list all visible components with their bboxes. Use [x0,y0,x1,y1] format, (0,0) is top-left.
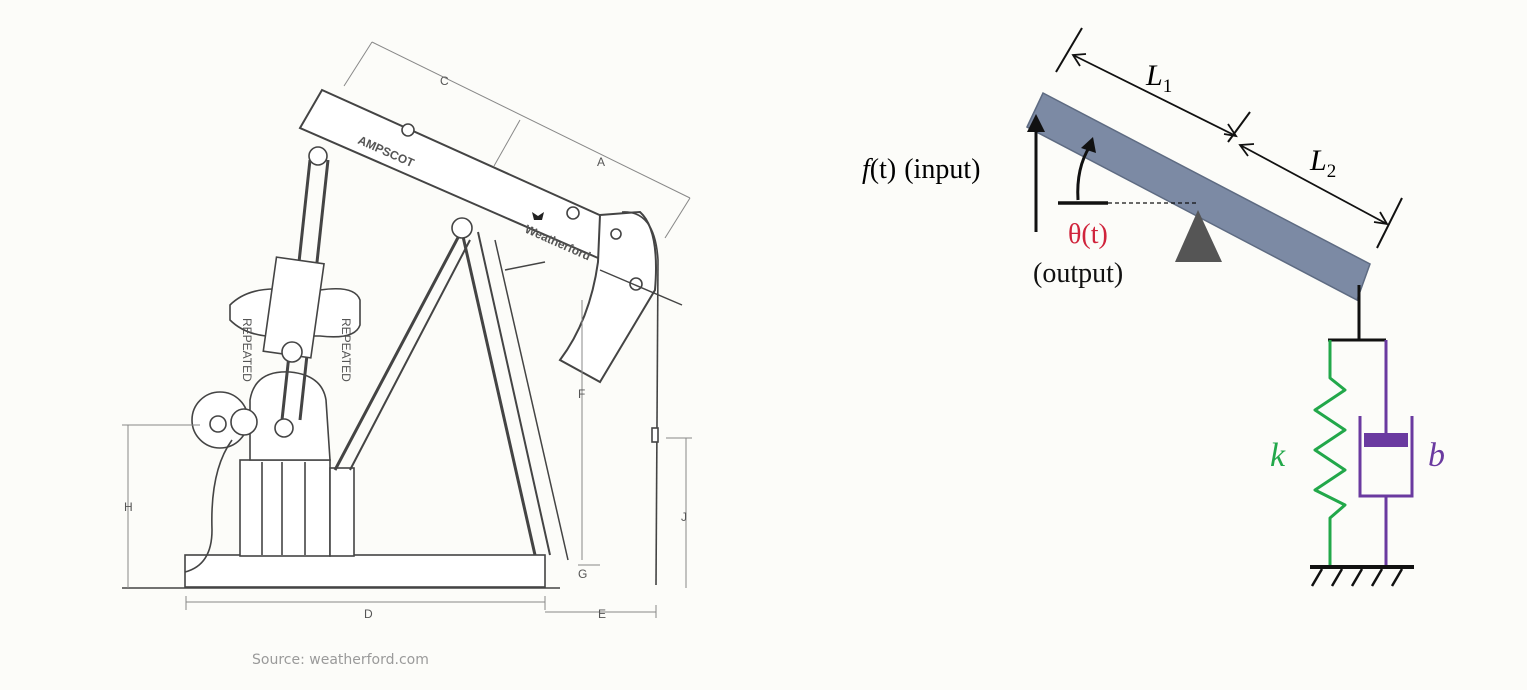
samson-post-front [333,229,464,471]
pivot-fulcrum [1175,210,1222,262]
dim-label-d: D [364,607,373,621]
gearbox [249,371,331,461]
damper-label-b: b [1428,437,1445,474]
label-l1: L1 [1145,59,1172,97]
dim-arrow-l1 [1072,54,1237,137]
spring [1313,340,1347,567]
label-l2: L2 [1309,144,1336,182]
polished-rod [655,259,659,586]
pump-jack-drawing [122,88,683,589]
damper-piston [1364,433,1408,447]
dim-label-h: H [124,500,133,514]
weight-label-right: REPEATED [339,318,353,382]
dim-label-g: G [578,567,587,581]
dim-tick-right [1376,197,1403,249]
dim-arrow-l2 [1239,144,1388,225]
dim-label-j: J [681,510,687,524]
ground-hatch [1310,568,1404,587]
gear-base [239,459,331,557]
dim-tick-left [1055,27,1083,73]
dimension-lines [122,41,692,618]
damper [1358,340,1414,567]
lever-beam [1026,91,1371,302]
weight-label-left: REPEATED [240,318,254,382]
spring-label-k: k [1270,437,1286,474]
weatherford-logo-icon [532,212,544,220]
theta-arrow-head-icon [1081,137,1096,153]
dim-label-f: F [578,387,585,401]
force-arrow-head-icon [1027,114,1045,132]
dim-label-e: E [598,607,606,621]
force-label: f(t) (input) [862,154,980,185]
theta-label: θ(t) [1068,219,1108,250]
lever-model: L1 L2 f(t) (input) θ(t) (output) k [862,27,1445,587]
output-label: (output) [1033,258,1123,289]
dim-tick-mid [1227,111,1251,143]
dim-label-c: C [440,74,449,88]
base-skid [184,554,546,588]
dim-label-a: A [597,155,605,169]
samson-post-rear [460,231,537,556]
source-caption: Source: weatherford.com [252,652,429,668]
